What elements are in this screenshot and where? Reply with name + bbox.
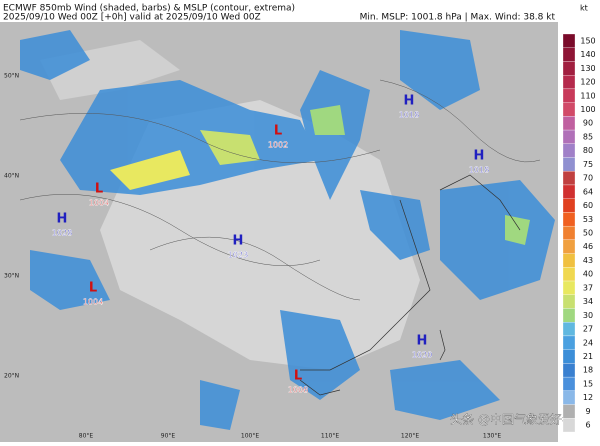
center-pressure: 1008 — [288, 386, 308, 395]
colorbar-swatch — [562, 198, 576, 213]
colorbar-label: 150 — [580, 36, 595, 45]
colorbar-unit: kt — [580, 4, 588, 13]
center-pressure: 1004 — [89, 199, 109, 208]
colorbar-swatch — [562, 267, 576, 282]
center-pressure: 1028 — [52, 229, 72, 238]
colorbar-label: 70 — [583, 174, 593, 183]
colorbar-label: 130 — [580, 64, 595, 73]
colorbar-swatch — [562, 335, 576, 350]
colorbar-swatch — [562, 129, 576, 144]
colorbar-swatch — [562, 116, 576, 131]
lat-label: 50°N — [4, 73, 19, 80]
colorbar-label: 90 — [583, 119, 593, 128]
lon-label: 130°E — [483, 433, 501, 440]
colorbar-swatch — [562, 280, 576, 295]
colorbar-label: 50 — [583, 229, 593, 238]
lon-label: 90°E — [161, 433, 176, 440]
colorbar-label: 140 — [580, 50, 595, 59]
lat-label: 30°N — [4, 273, 19, 280]
colorbar-label: 30 — [583, 311, 593, 320]
center-type: H — [404, 94, 415, 109]
lon-label: 110°E — [321, 433, 339, 440]
center-type: L — [95, 182, 103, 197]
watermark: 头条 @中国气象爱好者 — [450, 412, 574, 427]
center-type: H — [57, 212, 68, 227]
colorbar-label: 85 — [583, 132, 593, 141]
colorbar-swatch — [562, 239, 576, 254]
colorbar-label: 34 — [583, 297, 593, 306]
center-type: L — [294, 369, 302, 384]
colorbar-swatch — [562, 61, 576, 76]
colorbar-swatch — [562, 404, 576, 419]
colorbar-label: 43 — [583, 256, 593, 265]
colorbar-label: 60 — [583, 201, 593, 210]
colorbar-label: 100 — [580, 105, 595, 114]
colorbar-label: 24 — [583, 338, 593, 347]
center-pressure: 1020 — [412, 351, 432, 360]
colorbar-swatch — [562, 102, 576, 117]
colorbar-label: 37 — [583, 283, 593, 292]
center-pressure: 1018 — [399, 111, 419, 120]
colorbar-swatch — [562, 390, 576, 405]
lat-label: 40°N — [4, 173, 19, 180]
colorbar-swatch — [562, 143, 576, 158]
colorbar-label: 53 — [583, 215, 593, 224]
center-type: L — [274, 124, 282, 139]
colorbar-label: 40 — [583, 270, 593, 279]
colorbar-swatch — [562, 212, 576, 227]
center-pressure: 1002 — [268, 141, 288, 150]
colorbar-swatch — [562, 184, 576, 199]
lon-label: 100°E — [241, 433, 259, 440]
colorbar-swatch — [562, 225, 576, 241]
center-pressure: 1023 — [228, 251, 248, 260]
pressure-contours — [19, 79, 541, 301]
colorbar-swatch — [562, 363, 576, 378]
center-type: H — [417, 334, 428, 349]
center-pressure: 1004 — [83, 298, 103, 307]
colorbar-label: 21 — [583, 352, 593, 361]
strong-wind — [110, 105, 530, 245]
colorbar-swatch — [562, 418, 576, 433]
stats: Min. MSLP: 1001.8 hPa | Max. Wind: 38.8 … — [360, 13, 556, 23]
lat-label: 20°N — [4, 373, 19, 380]
lon-label: 120°E — [401, 433, 419, 440]
subtitle: 2025/09/10 Wed 00Z [+0h] valid at 2025/0… — [3, 13, 261, 23]
colorbar-swatch — [562, 349, 576, 364]
colorbar-swatch — [562, 171, 576, 186]
colorbar-label: 18 — [583, 366, 593, 375]
coastline — [299, 174, 521, 396]
colorbar-swatch — [562, 75, 576, 90]
colorbar-label: 27 — [583, 325, 593, 334]
colorbar-swatch — [562, 376, 576, 391]
colorbar-label: 9 — [585, 407, 590, 416]
colorbar-label: 120 — [580, 78, 595, 87]
map-area — [0, 22, 558, 442]
colorbar-swatch — [562, 253, 576, 268]
colorbar-swatch — [562, 88, 576, 103]
colorbar-label: 15 — [583, 379, 593, 388]
center-type: H — [233, 234, 244, 249]
colorbar-swatch — [562, 157, 576, 172]
colorbar-label: 12 — [583, 393, 593, 402]
center-pressure: 1018 — [469, 166, 489, 175]
colorbar-label: 75 — [583, 160, 593, 169]
colorbar-label: 80 — [583, 146, 593, 155]
colorbar-label: 110 — [580, 91, 595, 100]
header: ECMWF 850mb Wind (shaded, barbs) & MSLP … — [3, 4, 555, 23]
colorbar-swatch — [562, 322, 576, 337]
center-type: H — [474, 149, 485, 164]
lon-label: 80°E — [79, 433, 94, 440]
colorbar-swatch — [562, 308, 576, 323]
colorbar-label: 6 — [585, 421, 590, 430]
colorbar-swatch — [562, 33, 576, 48]
colorbar-label: 46 — [583, 242, 593, 251]
center-type: L — [89, 281, 97, 296]
colorbar-label: 64 — [583, 187, 593, 196]
title: ECMWF 850mb Wind (shaded, barbs) & MSLP … — [3, 4, 295, 14]
colorbar-swatch — [562, 294, 576, 309]
colorbar-swatch — [562, 47, 576, 62]
